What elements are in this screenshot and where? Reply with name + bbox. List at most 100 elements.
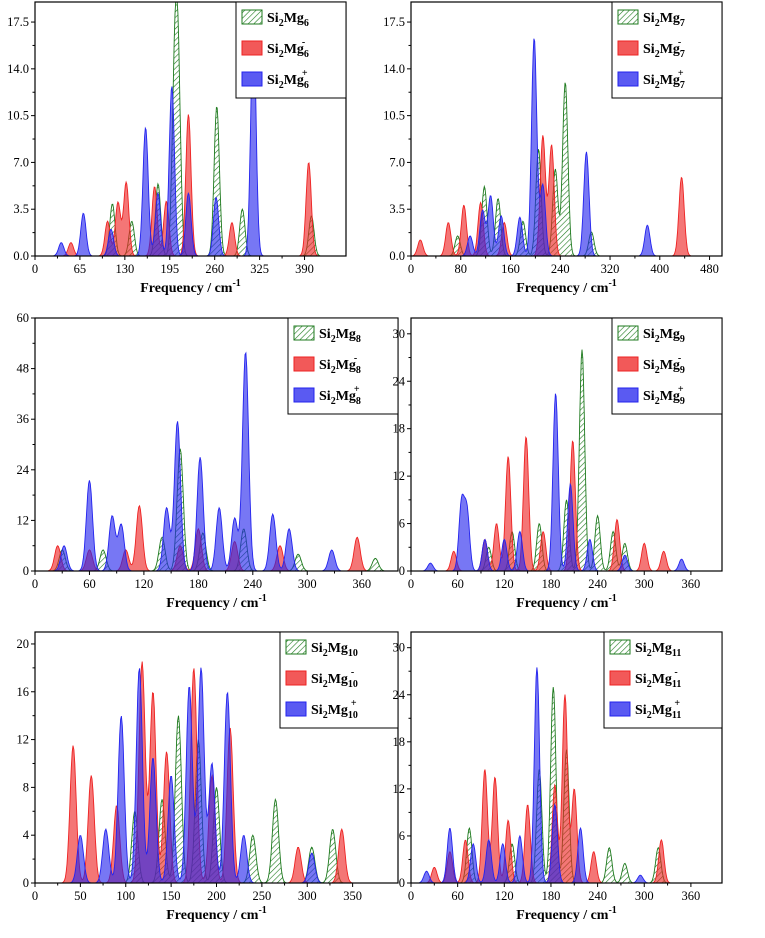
legend-swatch — [241, 40, 263, 56]
y-tick-label: 12 — [393, 469, 406, 483]
y-tick-label: 48 — [17, 362, 30, 376]
x-tick-label: 0 — [32, 577, 38, 591]
x-tick-label: 60 — [451, 889, 464, 903]
x-axis-label: Frequency / cm-1 — [166, 905, 267, 923]
x-axis-label: Frequency / cm-1 — [516, 593, 617, 611]
legend: Si2Mg7 Si2Mg7- Si2Mg7+ — [611, 1, 723, 99]
legend-label: Si2Mg7- — [643, 37, 685, 60]
x-tick-label: 200 — [207, 889, 226, 903]
spectrum-Si2Mg7 — [411, 82, 722, 257]
y-tick-label: 12 — [393, 782, 406, 796]
y-tick-label: 3.5 — [389, 202, 405, 216]
y-tick-label: 14.0 — [7, 62, 29, 76]
chart-panel-si2mg11: 0 60 120 180 240 300 360 0 6 12 18 24 30 Frequency / … — [393, 631, 723, 923]
legend-swatch — [293, 325, 315, 341]
legend-label: Si2Mg10 — [311, 641, 358, 659]
legend-label: Si2Mg11 — [635, 641, 681, 659]
x-tick-label: 390 — [295, 262, 314, 276]
legend-swatch — [617, 71, 639, 87]
spectrum-Si2Mg8-cation — [35, 351, 398, 572]
y-tick-label: 14.0 — [383, 62, 405, 76]
y-tick-label: 24 — [17, 463, 30, 477]
legend-label: Si2Mg6 — [267, 11, 309, 29]
legend-swatch — [285, 701, 307, 717]
x-tick-label: 240 — [243, 577, 262, 591]
legend-swatch — [293, 356, 315, 372]
x-tick-label: 120 — [495, 577, 514, 591]
y-tick-label: 8 — [23, 780, 29, 794]
y-tick-label: 17.5 — [383, 15, 405, 29]
y-tick-label: 17.5 — [7, 15, 29, 29]
x-tick-label: 400 — [650, 262, 669, 276]
legend-label: Si2Mg11+ — [635, 698, 681, 721]
legend-swatch — [609, 639, 631, 655]
x-tick-label: 0 — [32, 262, 38, 276]
chart-panel-si2mg10: 0 50 100 150 200 250 300 350 0 4 8 12 16 20 Frequency … — [17, 631, 399, 923]
plot-frame — [410, 1, 723, 257]
legend-swatch — [241, 9, 263, 25]
y-tick-label: 0 — [23, 876, 29, 890]
legend-label: Si2Mg8- — [319, 353, 361, 376]
y-tick-label: 7.0 — [13, 155, 29, 169]
y-tick-label: 18 — [393, 422, 406, 436]
x-tick-label: 150 — [162, 889, 181, 903]
legend-label: Si2Mg8 — [319, 327, 361, 345]
x-tick-label: 180 — [542, 577, 561, 591]
plot-frame — [410, 631, 723, 884]
legend-swatch — [617, 387, 639, 403]
x-tick-label: 0 — [408, 577, 414, 591]
x-tick-label: 240 — [588, 889, 607, 903]
y-tick-label: 0.0 — [13, 249, 29, 263]
y-tick-label: 3.5 — [13, 202, 29, 216]
x-tick-label: 240 — [551, 262, 570, 276]
spectrum-Si2Mg9-cation — [411, 393, 722, 572]
legend-label: Si2Mg9+ — [643, 384, 685, 407]
y-tick-label: 60 — [17, 311, 30, 325]
x-tick-label: 0 — [32, 889, 38, 903]
x-tick-label: 240 — [588, 577, 607, 591]
plot-frame — [410, 317, 723, 572]
legend-swatch — [617, 40, 639, 56]
x-tick-label: 300 — [635, 889, 654, 903]
legend: Si2Mg10 Si2Mg10- Si2Mg10+ — [279, 631, 399, 729]
y-tick-label: 0 — [23, 564, 29, 578]
legend: Si2Mg8 Si2Mg8- Si2Mg8+ — [287, 317, 399, 415]
legend-label: Si2Mg9- — [643, 353, 685, 376]
legend-label: Si2Mg10- — [311, 667, 358, 690]
y-tick-label: 24 — [393, 688, 406, 702]
x-tick-label: 195 — [160, 262, 179, 276]
legend-label: Si2Mg8+ — [319, 384, 361, 407]
y-tick-label: 36 — [17, 412, 30, 426]
x-tick-label: 80 — [455, 262, 468, 276]
legend-label: Si2Mg6- — [267, 37, 309, 60]
legend: Si2Mg6 Si2Mg6- Si2Mg6+ — [235, 1, 347, 99]
legend-label: Si2Mg10+ — [311, 698, 358, 721]
legend: Si2Mg11 Si2Mg11- Si2Mg11+ — [603, 631, 723, 729]
y-tick-label: 30 — [393, 641, 406, 655]
x-axis-label: Frequency / cm-1 — [166, 593, 267, 611]
x-tick-label: 250 — [253, 889, 272, 903]
x-axis-label: Frequency / cm-1 — [140, 278, 241, 296]
legend-swatch — [285, 639, 307, 655]
chart-panel-si2mg6: 0 65 130 195 260 325 390 0.0 3.5 7.0 10.5 14.0 17.5 F… — [7, 1, 347, 296]
x-tick-label: 60 — [83, 577, 96, 591]
x-tick-label: 180 — [189, 577, 208, 591]
legend-swatch — [241, 71, 263, 87]
legend-swatch — [609, 670, 631, 686]
x-tick-label: 325 — [250, 262, 269, 276]
legend-label: Si2Mg6+ — [267, 68, 309, 91]
plot-frame — [34, 1, 347, 257]
y-tick-label: 12 — [17, 733, 30, 747]
x-tick-label: 360 — [682, 889, 701, 903]
y-tick-label: 0 — [399, 876, 405, 890]
y-tick-label: 7.0 — [389, 155, 405, 169]
x-tick-label: 0 — [408, 262, 414, 276]
y-tick-label: 30 — [393, 327, 406, 341]
x-tick-label: 130 — [115, 262, 134, 276]
chart-panel-si2mg8: 0 60 120 180 240 300 360 0 12 24 36 48 60 Frequency /… — [17, 311, 399, 611]
legend-label: Si2Mg7 — [643, 11, 685, 29]
y-tick-label: 4 — [23, 828, 30, 842]
x-axis-label: Frequency / cm-1 — [516, 278, 617, 296]
legend: Si2Mg9 Si2Mg9- Si2Mg9+ — [611, 317, 723, 415]
